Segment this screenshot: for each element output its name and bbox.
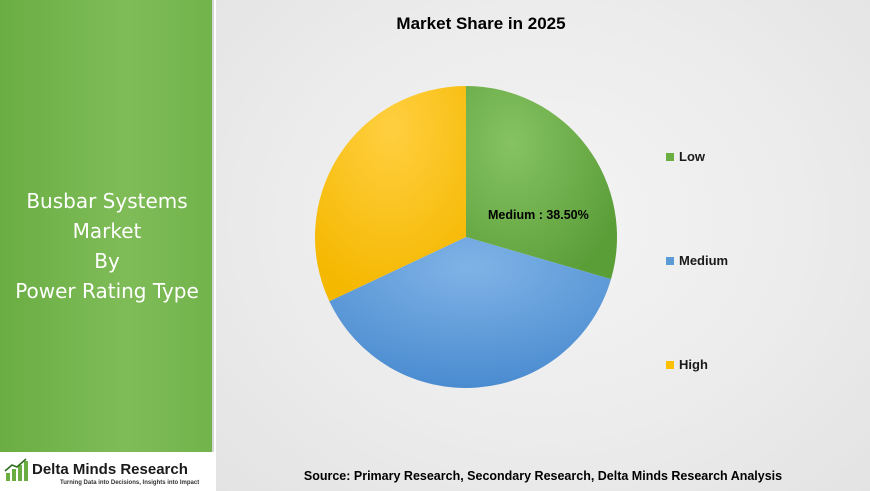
market-title-line-2: Market [72, 219, 142, 243]
logo-name: Delta Minds Research [32, 461, 188, 478]
legend-swatch-medium [666, 257, 674, 265]
market-title-line-3: By [94, 249, 120, 273]
pie-data-label-medium: Medium : 38.50% [488, 208, 589, 222]
market-title-line-1: Busbar Systems [26, 189, 188, 213]
legend-label-low: Low [679, 149, 705, 164]
legend-swatch-low [666, 153, 674, 161]
left-panel: Busbar Systems Market By Power Rating Ty… [0, 0, 214, 491]
legend-label-medium: Medium [679, 253, 729, 268]
chart-panel: Market Share in 2025 Medium : 38.50% Low [216, 0, 870, 491]
pie-chart: Medium : 38.50% [315, 86, 617, 388]
market-title-line-4: Power Rating Type [15, 279, 199, 303]
pie-slice-medium [329, 237, 612, 388]
bar-chart-growth-icon [4, 458, 28, 481]
pie-slices [315, 86, 617, 388]
logo-tagline: Turning Data into Decisions, Insights in… [60, 480, 200, 486]
market-title: Busbar Systems Market By Power Rating Ty… [0, 186, 214, 306]
pie-slice-high [315, 86, 466, 302]
legend-label-high: High [679, 357, 708, 372]
pie-data-labels: Medium : 38.50% [488, 208, 589, 222]
chart-title: Market Share in 2025 [396, 14, 566, 33]
legend-swatch-high [666, 361, 674, 369]
logo: Delta Minds Research Turning Data into D… [0, 452, 214, 491]
pie-slice-low [466, 86, 617, 280]
source-note: Source: Primary Research, Secondary Rese… [303, 469, 783, 483]
